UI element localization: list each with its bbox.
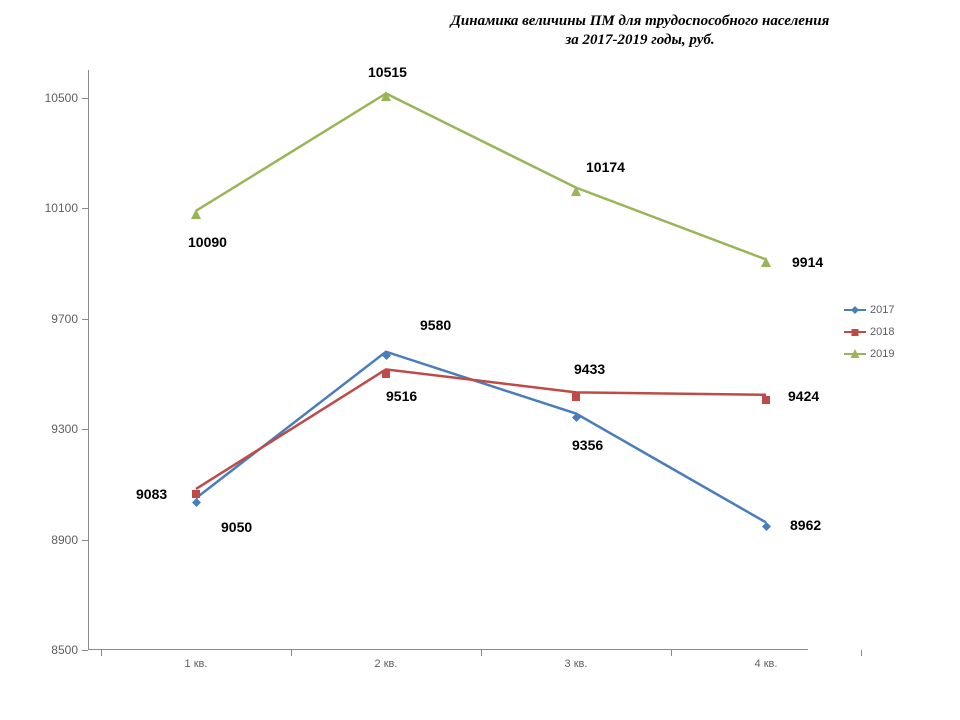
title-line-2: за 2017-2019 годы, руб. bbox=[565, 32, 714, 48]
series-2019 bbox=[88, 70, 808, 650]
data-label-2019: 10090 bbox=[188, 234, 227, 250]
y-tick-label: 10500 bbox=[38, 91, 78, 105]
y-tick-label: 8900 bbox=[38, 533, 78, 547]
legend-item-2017: 2017 bbox=[844, 304, 894, 316]
legend-item-2019: 2019 bbox=[844, 348, 894, 360]
data-label-2019: 10174 bbox=[586, 159, 625, 175]
x-tick-label: 2 кв. bbox=[366, 658, 406, 670]
legend-label: 2019 bbox=[870, 348, 894, 360]
legend-marker-icon bbox=[851, 301, 859, 319]
x-tick bbox=[861, 650, 862, 656]
legend-label: 2017 bbox=[870, 304, 894, 316]
legend-marker-icon bbox=[851, 345, 860, 363]
x-tick bbox=[101, 650, 102, 656]
y-tick bbox=[82, 650, 88, 651]
marker-2019 bbox=[191, 206, 201, 224]
legend-line-icon bbox=[844, 353, 866, 355]
x-tick bbox=[481, 650, 482, 656]
y-tick-label: 8500 bbox=[38, 643, 78, 657]
x-tick-label: 1 кв. bbox=[176, 658, 216, 670]
y-tick-label: 9700 bbox=[38, 312, 78, 326]
x-tick bbox=[671, 650, 672, 656]
chart-title: Динамика величины ПМ для трудоспособного… bbox=[0, 12, 940, 50]
x-tick bbox=[291, 650, 292, 656]
marker-2019 bbox=[761, 254, 771, 272]
x-tick-label: 4 кв. bbox=[746, 658, 786, 670]
y-tick-label: 9300 bbox=[38, 422, 78, 436]
legend-line-icon bbox=[844, 331, 866, 333]
title-line-1: Динамика величины ПМ для трудоспособного… bbox=[451, 13, 830, 29]
legend-label: 2018 bbox=[870, 326, 894, 338]
y-tick-label: 10100 bbox=[38, 201, 78, 215]
x-tick-label: 3 кв. bbox=[556, 658, 596, 670]
marker-2019 bbox=[571, 183, 581, 201]
data-label-2019: 10515 bbox=[368, 64, 407, 80]
legend-line-icon bbox=[844, 309, 866, 311]
legend-marker-icon bbox=[852, 323, 859, 341]
data-label-2019: 9914 bbox=[792, 254, 823, 270]
chart-plot-area: 850089009300970010100105001 кв.2 кв.3 кв… bbox=[88, 70, 808, 650]
marker-2019 bbox=[381, 88, 391, 106]
legend-item-2018: 2018 bbox=[844, 326, 894, 338]
